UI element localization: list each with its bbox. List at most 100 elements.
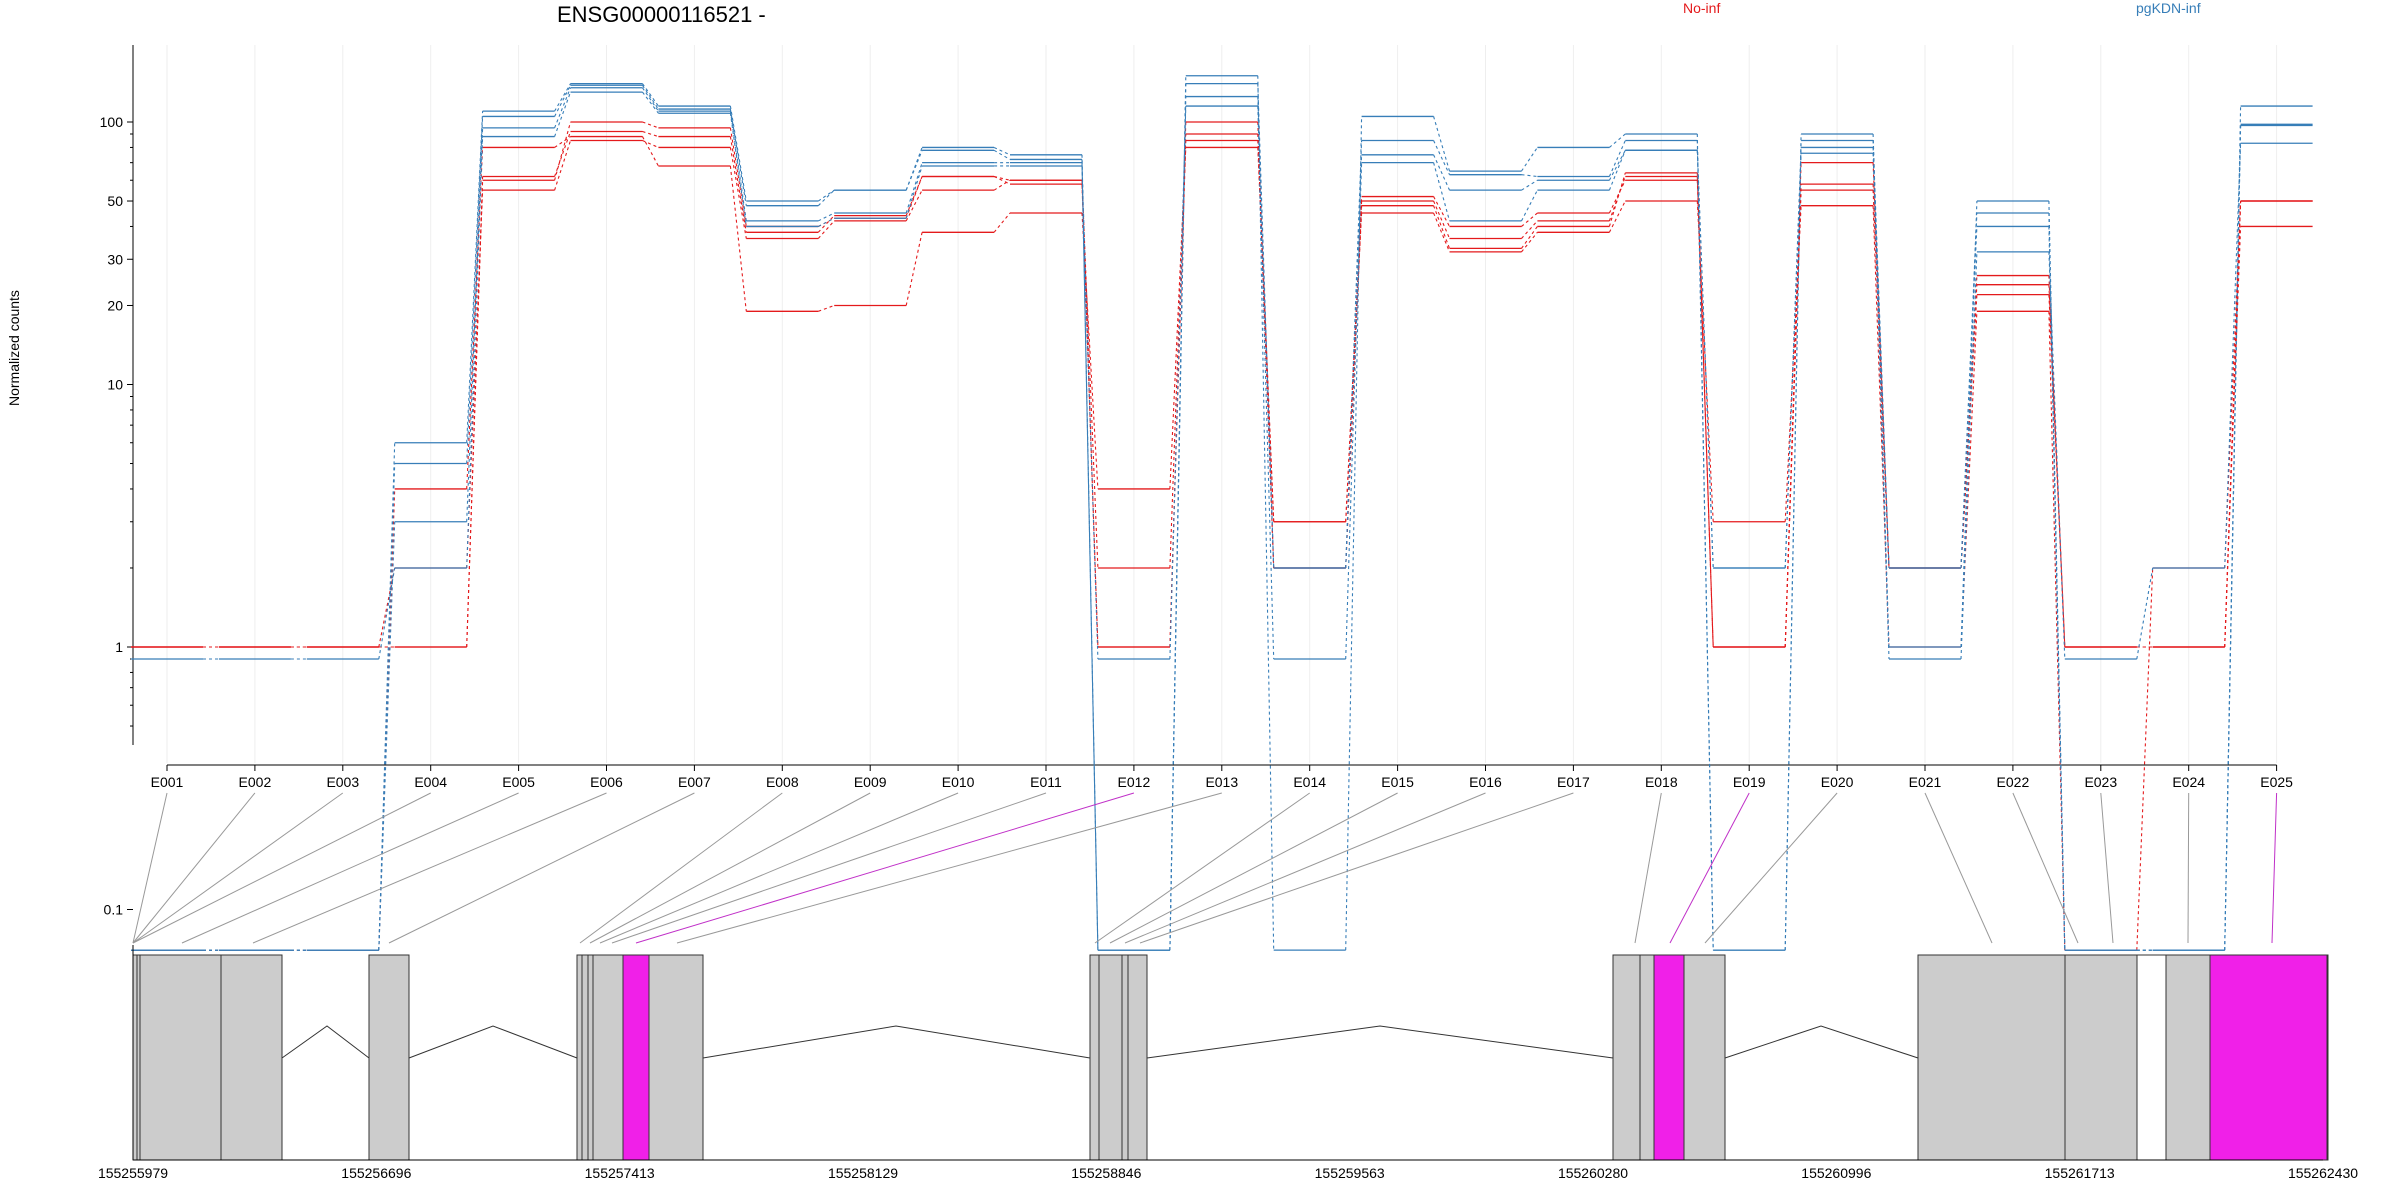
- x-tick-label: E008: [766, 774, 799, 790]
- series-connector: [818, 217, 835, 227]
- exon-connector-line: [132, 792, 344, 944]
- series-connector: [818, 304, 835, 312]
- series-connector: [1521, 147, 1538, 172]
- series-connector: [1433, 162, 1451, 222]
- series-connector: [1608, 179, 1626, 214]
- series-connector: [1608, 200, 1626, 233]
- legend-item-no-inf: No-inf: [1683, 0, 1721, 16]
- x-tick-label: E019: [1733, 774, 1766, 790]
- series-connector: [1960, 226, 1978, 569]
- series-connector: [1960, 284, 1978, 569]
- series-connector: [993, 146, 1011, 156]
- intron-line: [1146, 1025, 1614, 1059]
- y-tick-label: 20: [107, 297, 123, 313]
- series-connector: [905, 165, 923, 219]
- x-tick-label: E020: [1821, 774, 1854, 790]
- series-connector: [2224, 143, 2242, 569]
- series-connector: [1960, 251, 1978, 660]
- series-connector: [905, 162, 923, 214]
- series-connector: [1960, 294, 1978, 569]
- exon-connector-line: [252, 792, 607, 944]
- series-connector: [993, 149, 1011, 160]
- y-tick-label: 50: [107, 193, 123, 209]
- series-connector: [993, 175, 1011, 181]
- series-connector: [1081, 213, 1099, 489]
- series-connector: [905, 176, 923, 216]
- x-tick-label: E021: [1909, 774, 1942, 790]
- y-tick-label: 0.1: [104, 902, 124, 918]
- series-connector: [642, 91, 659, 114]
- series-connector: [1433, 212, 1451, 253]
- series-connector: [993, 179, 1011, 191]
- series-connector: [554, 121, 572, 181]
- series-connector: [993, 176, 1011, 185]
- series-connector: [1872, 147, 1890, 569]
- series-connector: [554, 131, 572, 177]
- series-connector: [2048, 251, 2066, 660]
- series-connector: [729, 111, 747, 221]
- exon-connector-line: [1124, 792, 1486, 944]
- series-connector: [1257, 133, 1275, 568]
- intron-line: [702, 1025, 1091, 1059]
- series-connector: [1784, 140, 1802, 951]
- x-tick-label: E025: [2260, 774, 2293, 790]
- series-connector: [642, 84, 659, 110]
- x-tick-label: E015: [1381, 774, 1414, 790]
- series-connector: [2048, 311, 2066, 951]
- genomic-tick-label: 155258129: [828, 1165, 898, 1181]
- series-connector: [1081, 180, 1099, 569]
- genomic-tick-label: 155260280: [1558, 1165, 1628, 1181]
- series-connector: [1433, 140, 1450, 175]
- series-connector: [642, 140, 659, 148]
- genomic-tick-label: 155255979: [98, 1165, 168, 1181]
- genomic-tick-label: 155260996: [1801, 1165, 1871, 1181]
- exon-connector-line: [1109, 792, 1398, 944]
- x-tick-label: E018: [1645, 774, 1678, 790]
- exon-connector-line: [676, 792, 1222, 944]
- genomic-tick-label: 155261713: [2045, 1165, 2115, 1181]
- series-connector: [1081, 162, 1099, 951]
- y-tick-label: 10: [107, 377, 123, 393]
- series-connector: [642, 130, 659, 138]
- series-connector: [818, 212, 835, 222]
- exon-connector-line: [132, 792, 431, 944]
- series-connector: [378, 567, 396, 660]
- series-connector: [905, 232, 923, 306]
- series-connector: [1609, 133, 1626, 148]
- series-connector: [1608, 172, 1626, 227]
- x-tick-label: E017: [1557, 774, 1590, 790]
- series-connector: [1521, 212, 1538, 227]
- series-connector: [1608, 150, 1626, 191]
- series-connector: [1081, 165, 1099, 660]
- series-connector: [466, 116, 484, 464]
- series-connector: [1784, 153, 1802, 569]
- series-connector: [729, 127, 747, 227]
- x-tick-label: E003: [326, 774, 359, 790]
- exon-block: [132, 954, 283, 1161]
- series-connector: [1872, 153, 1890, 660]
- series-connector: [2048, 275, 2066, 648]
- exon-connector-line: [2012, 792, 2079, 944]
- series-connector: [1960, 201, 1978, 648]
- chart-title: ENSG00000116521 -: [557, 2, 766, 27]
- series-connector: [1433, 154, 1451, 191]
- series-connector: [993, 212, 1011, 233]
- series-connector: [1257, 106, 1275, 660]
- series-connector: [2224, 226, 2242, 648]
- series-connector: [1608, 176, 1626, 222]
- x-tick-label: E007: [678, 774, 711, 790]
- series-connector: [1521, 226, 1538, 249]
- series-connector: [554, 136, 571, 148]
- series-connector: [1433, 116, 1451, 172]
- exon-block: [1917, 954, 2138, 1161]
- exon-connector-line: [611, 792, 1047, 944]
- x-tick-label: E023: [2084, 774, 2117, 790]
- series-connector: [1257, 96, 1275, 568]
- exon-connector-line: [181, 792, 519, 944]
- exon-connector-line: [1139, 792, 1574, 944]
- x-tick-label: E013: [1205, 774, 1238, 790]
- exon-connector-line: [1704, 792, 1838, 944]
- x-tick-label: E014: [1293, 774, 1326, 790]
- series-connector: [1784, 162, 1802, 648]
